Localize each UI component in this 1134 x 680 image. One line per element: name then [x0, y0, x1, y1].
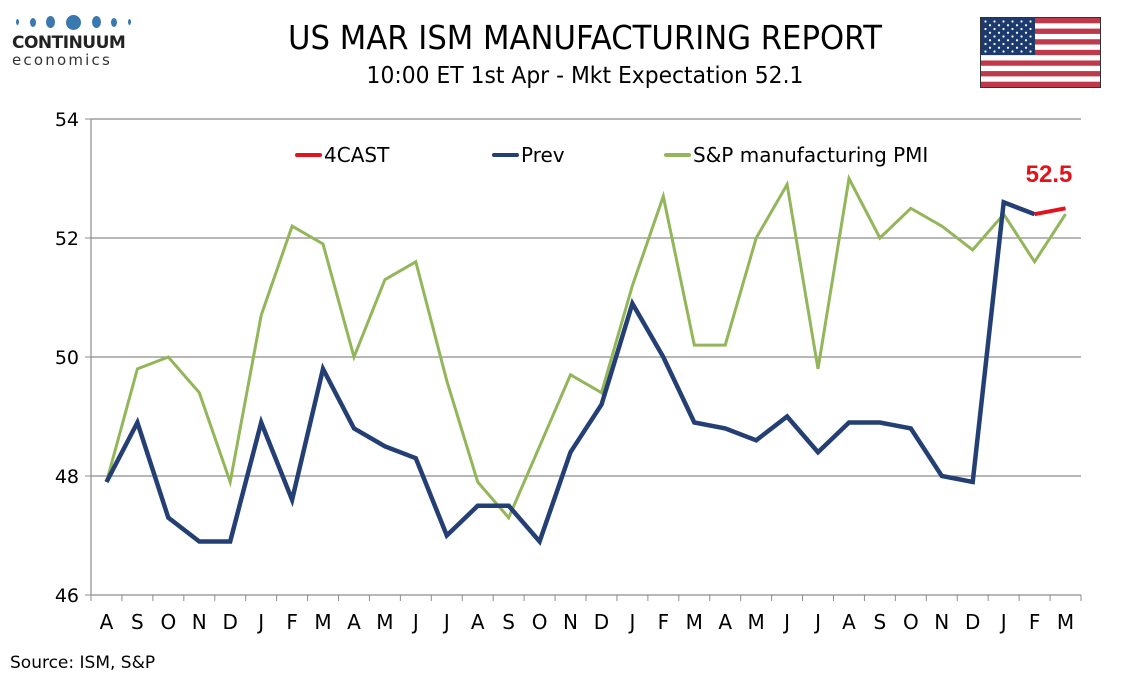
- legend-label: S&P manufacturing PMI: [693, 143, 928, 167]
- y-tick-label: 54: [55, 109, 79, 131]
- x-tick-label: D: [965, 610, 980, 634]
- logo-subtitle: economics: [12, 51, 112, 69]
- us-flag-icon: [980, 17, 1101, 88]
- x-tick-label: F: [658, 610, 670, 634]
- x-tick-label: M: [748, 610, 765, 634]
- x-tick-label: D: [223, 610, 238, 634]
- series-line-s-p-manufacturing-pmi: [105, 173, 1067, 521]
- legend-label: Prev: [521, 143, 565, 167]
- x-tick-label: S: [874, 610, 887, 634]
- x-tick-label: A: [471, 610, 485, 634]
- x-tick-label: M: [686, 610, 703, 634]
- x-tick-label: J: [782, 610, 790, 634]
- x-tick-label: J: [813, 610, 821, 634]
- x-tick-label: D: [594, 610, 609, 634]
- y-tick-label: 46: [55, 585, 79, 607]
- x-tick-label: J: [627, 610, 635, 634]
- x-tick-label: M: [1057, 610, 1074, 634]
- continuum-logo: CONTINUUM economics: [12, 14, 137, 68]
- legend-label: 4CAST: [324, 143, 390, 167]
- x-tick-label: N: [563, 610, 578, 634]
- x-tick-label: M: [376, 610, 393, 634]
- x-tick-label: F: [1029, 610, 1041, 634]
- x-tick-label: O: [160, 610, 176, 634]
- x-tick-label: N: [192, 610, 207, 634]
- y-tick-label: 50: [55, 347, 79, 369]
- logo-dots-icon: [12, 14, 137, 30]
- x-tick-label: A: [100, 610, 114, 634]
- x-tick-label: O: [532, 610, 548, 634]
- x-tick-label: A: [347, 610, 361, 634]
- x-tick-label: S: [502, 610, 515, 634]
- x-tick-label: O: [903, 610, 919, 634]
- x-tick-label: M: [314, 610, 331, 634]
- x-tick-label: J: [442, 610, 450, 634]
- y-tick-label: 52: [55, 228, 79, 250]
- x-tick-label: A: [842, 610, 856, 634]
- y-tick-label: 48: [55, 466, 79, 488]
- x-tick-label: J: [256, 610, 264, 634]
- series-line-4cast: [1034, 206, 1066, 217]
- logo-name: CONTINUUM: [12, 33, 126, 53]
- x-tick-label: J: [411, 610, 419, 634]
- x-tick-label: F: [286, 610, 298, 634]
- x-tick-label: J: [999, 610, 1007, 634]
- chart-title: US MAR ISM MANUFACTURING REPORT: [288, 18, 882, 57]
- forecast-value-label: 52.5: [1026, 161, 1073, 188]
- source-note: Source: ISM, S&P: [10, 653, 156, 673]
- x-tick-label: A: [718, 610, 732, 634]
- x-tick-label: N: [934, 610, 949, 634]
- x-tick-label: S: [131, 610, 144, 634]
- series-line-prev: [104, 199, 1036, 546]
- chart-subtitle: 10:00 ET 1st Apr - Mkt Expectation 52.1: [366, 63, 804, 89]
